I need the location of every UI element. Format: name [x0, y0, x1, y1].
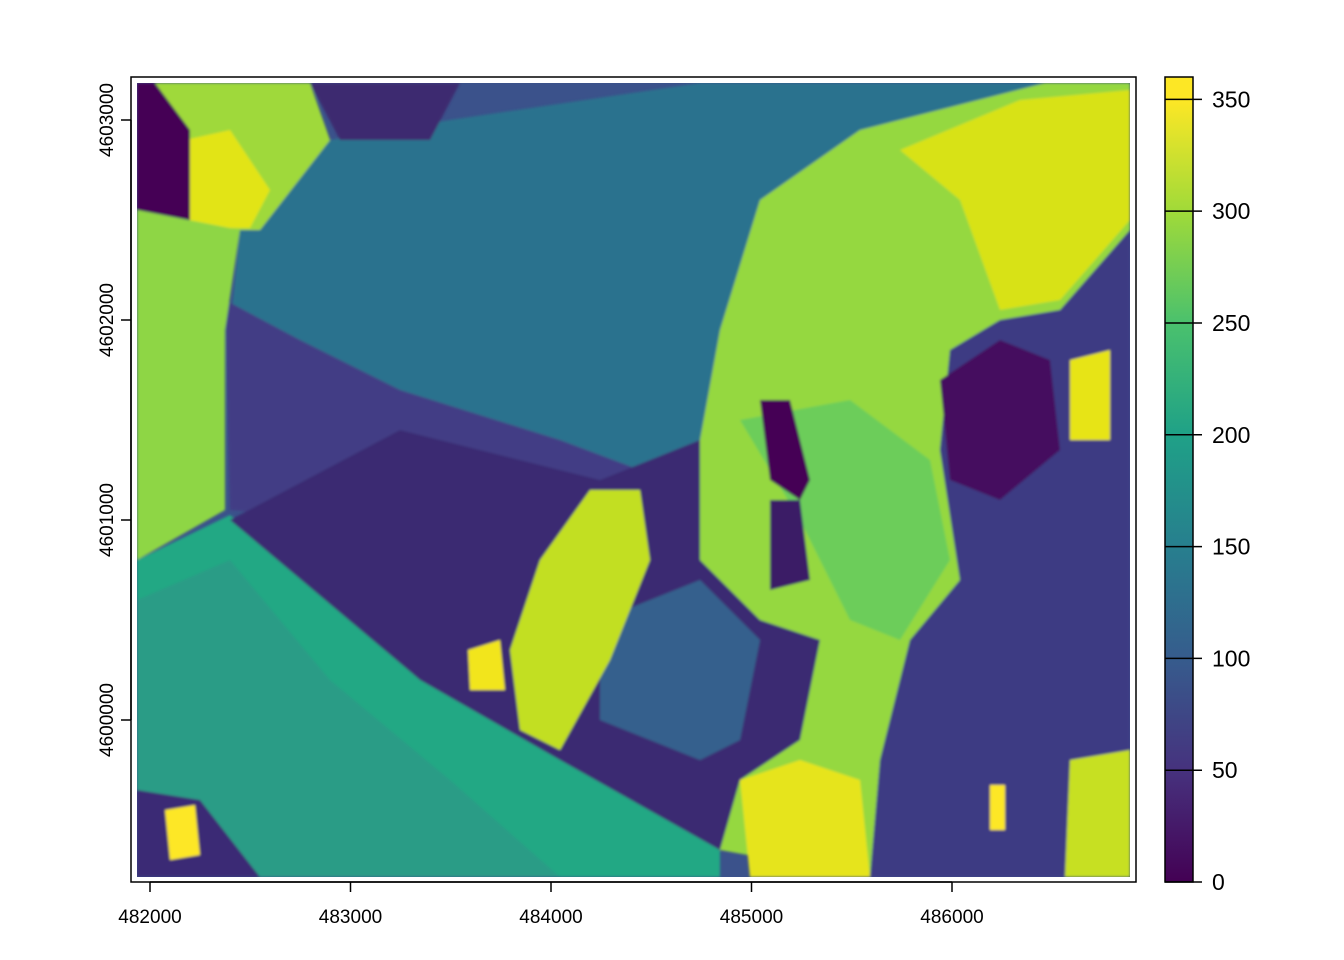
- colorbar-tick-label: 250: [1212, 310, 1250, 336]
- region-teal-north: [230, 83, 1045, 480]
- y-axis: 4600000 4601000 4602000 4603000: [97, 83, 132, 757]
- colorbar-tick-label: 200: [1212, 422, 1250, 448]
- y-tick-label: 4602000: [97, 283, 118, 357]
- region-yellow-se: [1065, 750, 1130, 877]
- region-dark-east: [870, 230, 1130, 877]
- region-dark-notch: [760, 400, 810, 500]
- y-tick-label: 4600000: [97, 683, 118, 757]
- region-dark-notch-2: [770, 500, 810, 590]
- region-blue-central: [600, 580, 760, 760]
- region-yellow-central-bright: [900, 90, 1130, 310]
- region-dark-east-core: [940, 340, 1060, 500]
- region-yellow-small-2: [468, 640, 505, 690]
- x-axis: 482000 483000 484000 485000 486000: [118, 881, 984, 928]
- x-tick-label: 486000: [920, 907, 983, 928]
- x-tick-label: 482000: [118, 907, 181, 928]
- region-yellow-sw: [165, 805, 200, 860]
- region-yellow-south: [740, 760, 870, 877]
- colorbar-tick-label: 150: [1212, 534, 1250, 560]
- region-yellow-small: [990, 785, 1005, 830]
- region-yellow-middle: [510, 490, 650, 750]
- region-teal-southwest-mid: [137, 560, 560, 877]
- y-tick-label: 4601000: [97, 483, 118, 557]
- colorbar-tick-label: 50: [1212, 757, 1238, 783]
- y-tick-label: 4603000: [97, 83, 118, 157]
- region-yellow-east: [1070, 350, 1110, 440]
- region-dark-top: [310, 83, 460, 140]
- x-tick-label: 484000: [519, 907, 582, 928]
- x-tick-label: 483000: [319, 907, 382, 928]
- x-tick-label: 485000: [720, 907, 783, 928]
- colorbar-tick-label: 0: [1212, 869, 1225, 895]
- colorbar: [1164, 76, 1194, 883]
- region-yellow-nw-bright: [185, 130, 270, 228]
- colorbar-axis: 0 50 100 150 200 250 300 350: [1165, 86, 1250, 895]
- region-green-west: [137, 210, 240, 560]
- raster-cells: [137, 83, 1130, 877]
- region-dark-nw: [137, 83, 190, 220]
- colorbar-tick-label: 350: [1212, 86, 1250, 112]
- colorbar-tick-label: 100: [1212, 645, 1250, 671]
- colorbar-tick-label: 300: [1212, 198, 1250, 224]
